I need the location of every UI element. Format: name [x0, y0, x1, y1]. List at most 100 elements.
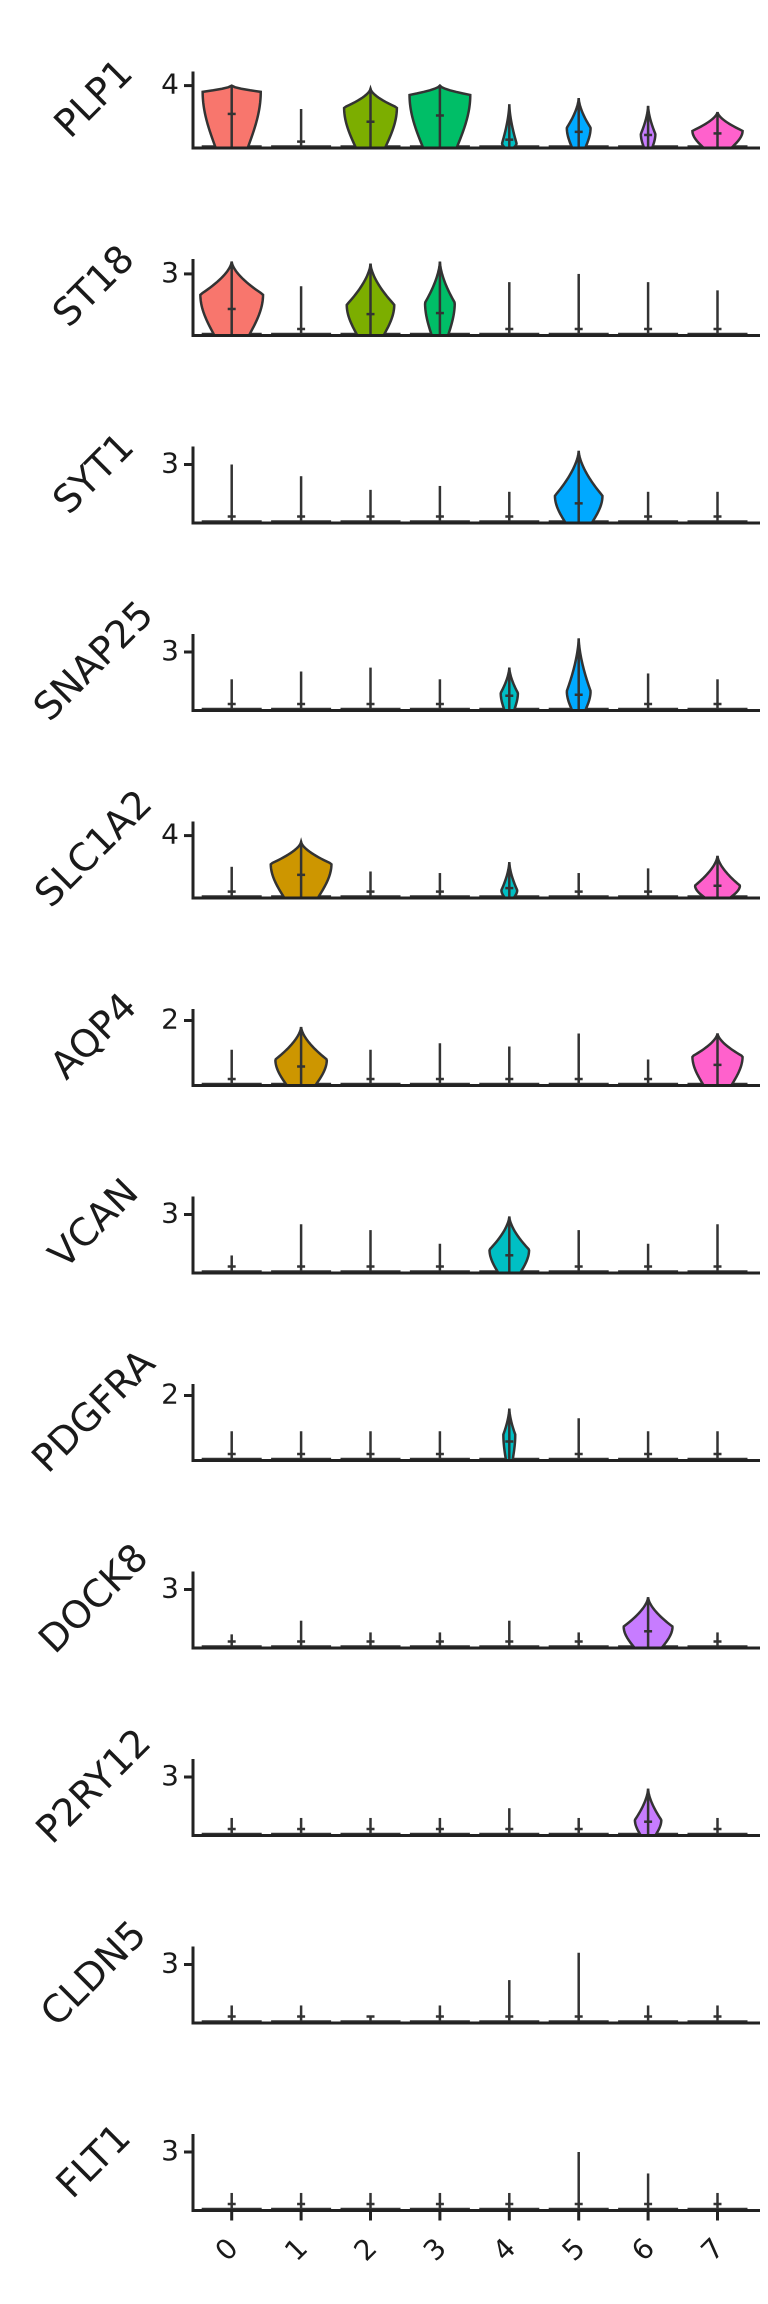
violin-cluster-5: [548, 273, 609, 336]
violin-cluster-2: [340, 489, 401, 523]
violin-panel-p2ry12: P2RY12 3: [27, 1720, 760, 1852]
y-tick-label: 3: [161, 1572, 179, 1605]
violin-cluster-0: [201, 2005, 262, 2023]
violin-cluster-5: [548, 2152, 609, 2211]
violin-cluster-5: [548, 450, 609, 525]
violin-cluster-0: [201, 1431, 262, 1461]
violin-cluster-3: [409, 873, 470, 898]
violin-cluster-0: [201, 1817, 262, 1836]
violin-cluster-7: [687, 1033, 748, 1087]
violin-cluster-3: [409, 1043, 470, 1086]
violin-cluster-0: [199, 261, 265, 337]
violin-panel-dock8: DOCK8 3: [30, 1535, 760, 1661]
gene-label: P2RY12: [27, 1720, 159, 1852]
violin-cluster-4: [479, 1620, 540, 1648]
violin-panel-vcan: VCAN 3: [40, 1170, 760, 1277]
violin-cluster-5: [548, 638, 609, 712]
violin-panel-aqp4: AQP4 2: [41, 984, 760, 1087]
violin-cluster-4: [479, 2192, 540, 2211]
violin-panel-plp1: PLP1 4: [45, 50, 760, 150]
violin-panel-slc1a2: SLC1A2 4: [26, 781, 760, 915]
violin-cluster-4: [479, 104, 540, 150]
y-tick-label: 3: [161, 1197, 179, 1230]
x-tick-label: 2: [347, 2231, 383, 2267]
violin-cluster-1: [269, 837, 333, 900]
violin-cluster-6: [618, 1059, 679, 1086]
gene-label: SNAP25: [25, 592, 162, 729]
violin-cluster-6: [618, 1431, 679, 1461]
violin-cluster-7: [687, 111, 748, 150]
violin-cluster-3: [409, 261, 470, 337]
violin-cluster-1: [271, 109, 332, 148]
x-tick-label: 6: [625, 2231, 661, 2267]
y-tick-label: 3: [161, 1947, 179, 1980]
violin-panel-cldn5: CLDN5 3: [32, 1912, 760, 2035]
violin-cluster-3: [409, 679, 470, 711]
gene-label: PLP1: [45, 50, 141, 146]
violin-cluster-2: [340, 1049, 401, 1086]
violin-cluster-0: [201, 679, 262, 711]
violin-cluster-2: [340, 1230, 401, 1273]
y-tick-label: 3: [161, 634, 179, 667]
violin-cluster-6: [618, 282, 679, 336]
violin-cluster-6: [618, 868, 679, 898]
violin-cluster-7: [687, 1632, 748, 1648]
violin-cluster-7: [687, 1224, 748, 1273]
x-tick-label: 3: [417, 2231, 453, 2267]
violin-cluster-4: [479, 667, 540, 712]
violin-cluster-2: [340, 1431, 401, 1461]
violin-cluster-4: [479, 282, 540, 336]
violin-cluster-3: [409, 1431, 470, 1461]
violin-cluster-1: [271, 476, 332, 523]
violin-cluster-6: [618, 673, 679, 711]
gene-label: FLT1: [48, 2115, 139, 2206]
violin-cluster-4: [479, 862, 540, 900]
violin-cluster-7: [687, 1817, 748, 1836]
violin-cluster-1: [271, 2192, 332, 2211]
violin-cluster-4: [479, 1408, 540, 1462]
gene-label: CLDN5: [32, 1912, 155, 2035]
violin-cluster-2: [340, 1632, 401, 1648]
violin-cluster-7: [687, 491, 748, 523]
violin-cluster-7: [687, 1431, 748, 1461]
y-tick-label: 2: [161, 1003, 179, 1036]
gene-label: PDGFRA: [23, 1341, 163, 1481]
violin-cluster-4: [479, 1046, 540, 1086]
violin-cluster-5: [548, 98, 609, 150]
violin-cluster-2: [340, 84, 401, 150]
violin-cluster-3: [409, 1632, 470, 1648]
y-tick-label: 3: [161, 1759, 179, 1792]
violin-cluster-5: [548, 1033, 609, 1086]
violin-cluster-2: [340, 667, 401, 711]
violin-cluster-0: [201, 84, 262, 150]
violin-cluster-2: [340, 2192, 401, 2211]
gene-label: AQP4: [41, 984, 144, 1087]
violin-cluster-3: [409, 1817, 470, 1836]
gene-label: SYT1: [44, 424, 142, 522]
violin-panel-snap25: SNAP25 3: [25, 592, 760, 729]
violin-cluster-5: [548, 1817, 609, 1836]
violin-cluster-6: [618, 105, 679, 150]
violin-cluster-3: [409, 485, 470, 523]
violin-cluster-5: [548, 1952, 609, 2023]
gene-label: VCAN: [40, 1170, 147, 1277]
violin-cluster-6: [618, 2173, 679, 2211]
gene-label: SLC1A2: [26, 781, 160, 915]
violin-cluster-0: [201, 866, 262, 898]
violin-cluster-5: [548, 1418, 609, 1461]
violin-cluster-3: [409, 2192, 470, 2211]
violin-cluster-6: [618, 2005, 679, 2023]
x-tick-label: 5: [556, 2231, 592, 2267]
y-tick-label: 3: [161, 2134, 179, 2167]
violin-cluster-1: [271, 286, 332, 336]
x-tick-label: 7: [694, 2231, 730, 2267]
violin-cluster-5: [548, 1632, 609, 1648]
violin-cluster-3: [409, 2005, 470, 2023]
violin-cluster-7: [687, 679, 748, 711]
violin-cluster-0: [201, 1255, 262, 1273]
violin-cluster-6: [618, 1788, 679, 1837]
violin-cluster-0: [201, 1049, 262, 1086]
violin-cluster-2: [340, 263, 401, 337]
x-tick-label: 0: [209, 2231, 245, 2267]
violin-cluster-0: [201, 464, 262, 523]
